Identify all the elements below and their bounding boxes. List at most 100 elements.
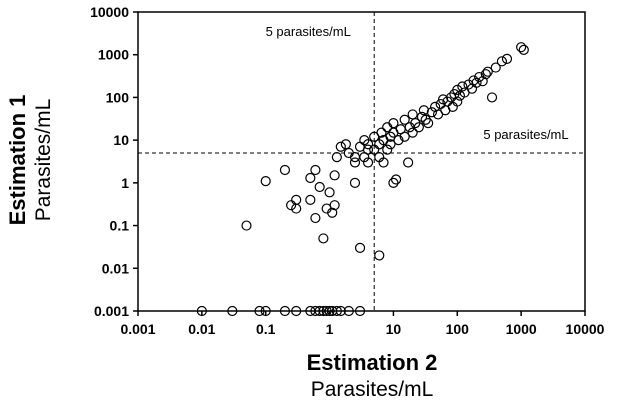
data-point [324, 305, 335, 317]
data-point [291, 305, 302, 317]
data-point [403, 157, 414, 168]
y-tick-label: 0.01 [102, 260, 129, 276]
data-point [314, 305, 325, 317]
x-tick-label: 0.001 [120, 321, 155, 337]
x-tick-label: 100 [446, 321, 470, 337]
data-point [518, 44, 529, 55]
data-point [457, 81, 468, 92]
data-point [418, 105, 429, 116]
data-point [305, 194, 316, 205]
x-tick-label: 1 [326, 321, 334, 337]
data-point [420, 114, 431, 125]
data-point [393, 135, 404, 146]
data-point [227, 305, 238, 317]
data-point [310, 305, 321, 317]
data-point [378, 157, 389, 168]
x-tick-label: 0.01 [188, 321, 215, 337]
data-point [480, 69, 491, 80]
data-point [486, 92, 498, 103]
data-point [349, 152, 361, 163]
data-point [349, 157, 361, 168]
data-point [407, 109, 418, 120]
data-point [477, 76, 488, 87]
data-point [374, 250, 385, 261]
data-point [516, 42, 527, 53]
data-point [279, 164, 291, 176]
data-point [329, 200, 340, 211]
data-point [496, 56, 508, 67]
reference-lines [138, 12, 585, 311]
y-tick-label: 0.1 [110, 218, 130, 234]
x-tick-label: 10 [386, 321, 402, 337]
data-point [286, 200, 297, 211]
data-point [305, 172, 316, 184]
data-point [279, 305, 291, 317]
data-point [471, 77, 482, 88]
data-point [385, 139, 396, 150]
data-point [390, 174, 402, 185]
x-axis-unit: Parasites/mL [311, 378, 434, 401]
data-point [413, 122, 424, 133]
data-point [501, 53, 513, 64]
data-point [362, 144, 374, 155]
data-point [331, 305, 342, 317]
data-point [335, 141, 346, 152]
data-point [241, 220, 252, 231]
data-point [291, 194, 302, 205]
data-point [490, 62, 501, 73]
axis-ticks [133, 11, 586, 316]
data-point [369, 144, 380, 155]
data-point [407, 127, 418, 138]
data-point [260, 175, 271, 187]
data-point [321, 305, 332, 317]
data-point [423, 118, 434, 129]
y-axis-title: Estimation 1 [5, 95, 30, 226]
plot-border [137, 11, 586, 312]
data-point [318, 233, 329, 244]
data-point [196, 305, 207, 317]
data-point [482, 66, 493, 77]
y-tick-label: 0.001 [94, 303, 129, 319]
data-point [452, 96, 463, 107]
data-point [354, 242, 366, 254]
data-point [349, 177, 361, 188]
data-point [331, 152, 342, 163]
x-tick-label: 1000 [506, 321, 537, 337]
x-tick-label: 0.1 [256, 321, 276, 337]
y-tick-label: 100 [106, 89, 130, 105]
data-point [382, 144, 393, 155]
data-point [362, 139, 374, 150]
data-point [254, 305, 265, 317]
data-point [399, 114, 410, 125]
data-points [196, 42, 529, 317]
tick-labels: 0.001 0.01 0.1 1 10 100 1000 10000 0.001 0.01 0.1 1… [90, 4, 605, 337]
data-point [452, 84, 463, 96]
data-point [327, 207, 338, 218]
data-point [310, 212, 321, 224]
x-tick-label: 10000 [566, 321, 605, 337]
data-point [335, 305, 346, 317]
data-point [376, 127, 387, 138]
data-point [354, 305, 366, 317]
horizontal-threshold-label: 5 parasites/mL [483, 127, 568, 142]
data-point [388, 118, 399, 129]
data-point [314, 181, 325, 193]
y-axis-unit: Parasites/mL [32, 99, 55, 222]
data-point [388, 177, 399, 188]
data-point [329, 170, 340, 181]
y-tick-label: 10 [113, 132, 129, 148]
data-point [382, 122, 393, 133]
plot-frame [137, 11, 586, 312]
data-point [362, 157, 374, 168]
data-point [260, 305, 271, 317]
y-tick-label: 1000 [98, 47, 129, 63]
data-point [343, 305, 354, 317]
y-tick-label: 1 [121, 175, 129, 191]
data-point [426, 107, 437, 118]
data-point [399, 131, 410, 142]
data-point [291, 203, 302, 214]
data-point [324, 187, 335, 198]
data-point [340, 139, 351, 150]
y-tick-label: 10000 [90, 4, 129, 20]
